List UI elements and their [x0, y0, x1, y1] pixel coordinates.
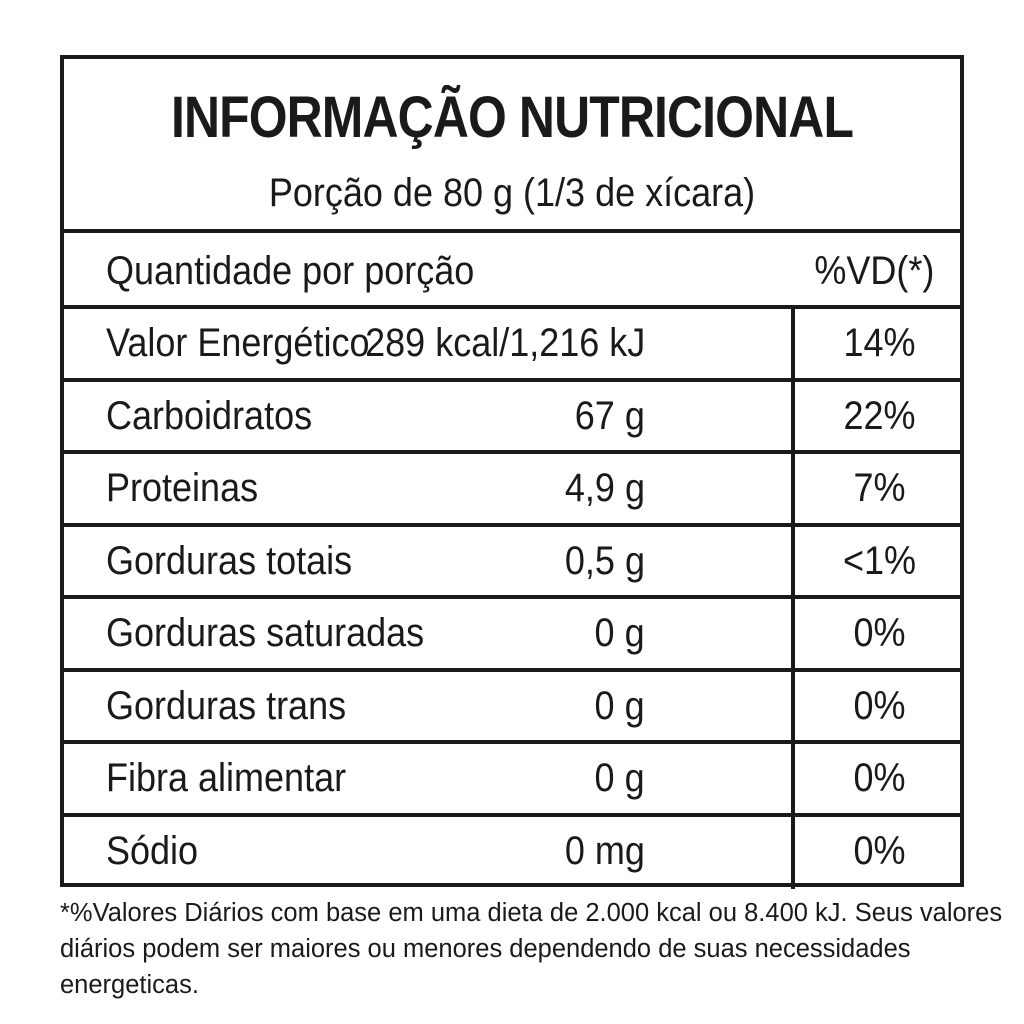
daily-value-header: %VD(*) — [813, 249, 934, 293]
nutrient-daily-value: <1% — [842, 538, 917, 583]
table-row: Gorduras saturadas 0 g 0% — [64, 599, 960, 672]
nutrient-daily-value: 0% — [853, 828, 906, 873]
nutrient-name: Valor Energético — [106, 321, 370, 365]
table-row: Valor Energético 289 kcal/1,216 kJ 14% — [64, 309, 960, 382]
nutrient-daily-value: 22% — [843, 393, 916, 438]
nutrient-amount: 0 g — [594, 683, 645, 728]
column-divider — [791, 744, 795, 813]
table-row: Carboidratos 67 g 22% — [64, 381, 960, 454]
column-header-row: Quantidade por porção %VD(*) — [64, 233, 960, 309]
nutrient-daily-value: 0% — [853, 611, 906, 655]
table-header: INFORMAÇÃO NUTRICIONAL Porção de 80 g (1… — [64, 59, 960, 233]
daily-value-footnote: *%Valores Diários com base em uma dieta … — [60, 899, 1003, 999]
column-divider — [791, 526, 795, 595]
column-divider — [791, 671, 795, 740]
amount-per-serving-header: Quantidade por porção — [106, 249, 475, 293]
table-row: Fibra alimentar 0 g 0% — [64, 744, 960, 817]
nutrient-daily-value: 0% — [853, 683, 906, 728]
nutrient-rows: Valor Energético 289 kcal/1,216 kJ 14% C… — [64, 309, 960, 889]
nutrient-name: Gorduras saturadas — [106, 611, 425, 655]
column-divider — [791, 309, 795, 378]
column-divider — [791, 599, 795, 668]
column-divider — [791, 816, 795, 889]
nutrient-name: Fibra alimentar — [106, 756, 347, 800]
nutrient-name: Proteinas — [106, 466, 259, 510]
nutrient-amount: 0 mg — [564, 828, 645, 873]
nutrient-daily-value: 7% — [853, 466, 906, 510]
nutrient-amount: 0 g — [594, 756, 645, 800]
nutrient-amount: 4,9 g — [564, 466, 645, 510]
nutrition-facts-table: INFORMAÇÃO NUTRICIONAL Porção de 80 g (1… — [60, 55, 964, 889]
column-divider — [791, 381, 795, 450]
nutrient-name: Sódio — [106, 828, 199, 873]
nutrient-daily-value: 14% — [843, 321, 916, 365]
nutrient-name: Carboidratos — [106, 393, 313, 438]
table-title: INFORMAÇÃO NUTRICIONAL — [170, 85, 854, 150]
table-row: Proteinas 4,9 g 7% — [64, 454, 960, 527]
nutrient-name: Gorduras trans — [106, 683, 347, 728]
nutrient-amount: 67 g — [574, 393, 645, 438]
nutrient-daily-value: 0% — [853, 756, 906, 800]
nutrient-amount: 289 kcal/1,216 kJ — [364, 321, 645, 365]
nutrient-amount: 0 g — [594, 611, 645, 655]
table-row: Gorduras trans 0 g 0% — [64, 671, 960, 744]
column-divider — [791, 454, 795, 523]
table-row: Gorduras totais 0,5 g <1% — [64, 526, 960, 599]
nutrient-name: Gorduras totais — [106, 538, 353, 583]
nutrient-amount: 0,5 g — [564, 538, 645, 583]
table-row: Sódio 0 mg 0% — [64, 816, 960, 889]
serving-size: Porção de 80 g (1/3 de xícara) — [268, 171, 756, 215]
